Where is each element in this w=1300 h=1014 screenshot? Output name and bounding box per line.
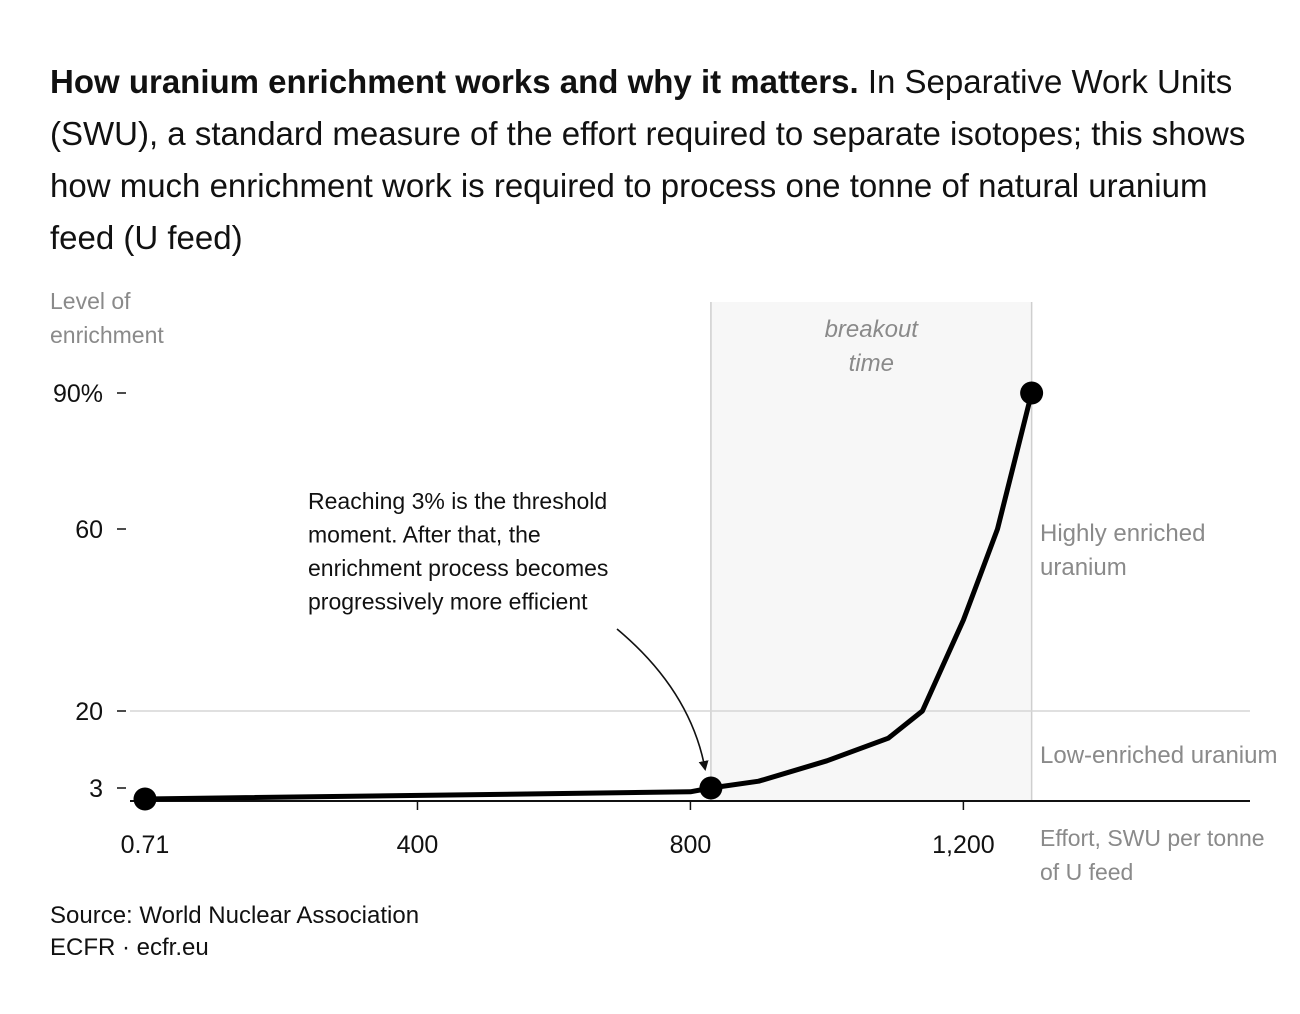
highly-enriched-label: uranium <box>1040 554 1127 581</box>
y-tick-label: 60 <box>75 516 103 544</box>
y-axis-label: enrichment <box>50 322 164 348</box>
annotation-text: moment. After that, the <box>308 522 541 548</box>
annotation-arrow <box>616 628 709 771</box>
highly-enriched-label: Highly enriched <box>1040 520 1205 547</box>
low-enriched-label: Low-enriched uranium <box>1040 742 1277 769</box>
x-tick-label: 1,200 <box>932 831 995 859</box>
y-tick-label: 20 <box>75 698 103 726</box>
source-note: Source: World Nuclear Association <box>50 902 420 929</box>
x-tick-label: 400 <box>397 831 439 859</box>
publisher-note: ECFR · ecfr.eu <box>50 934 209 961</box>
data-point <box>1020 381 1044 405</box>
chart-title: How uranium enrichment works and why it … <box>50 63 859 100</box>
breakout-region <box>710 302 1032 801</box>
x-tick-label: 800 <box>670 831 712 859</box>
data-point <box>133 787 157 811</box>
chart-description: In Separative Work Units (SWU), a standa… <box>50 63 1246 256</box>
breakout-label: breakout <box>825 316 920 343</box>
y-tick-label: 3 <box>89 775 103 803</box>
y-tick-label: 90% <box>53 380 103 408</box>
data-point <box>699 776 723 800</box>
x-axis-label: Effort, SWU per tonne <box>1040 825 1265 851</box>
annotation-text: enrichment process becomes <box>308 555 608 581</box>
annotation-text: Reaching 3% is the threshold <box>308 488 607 514</box>
annotation-text: progressively more efficient <box>308 589 588 615</box>
breakout-label: time <box>849 350 894 377</box>
y-axis-label: Level of <box>50 288 131 314</box>
x-tick-label: 0.71 <box>121 831 170 859</box>
chart-footer: Source: World Nuclear Association ECFR ·… <box>50 900 419 964</box>
chart-headline: How uranium enrichment works and why it … <box>50 56 1250 264</box>
x-axis-label: of U feed <box>1040 859 1133 885</box>
